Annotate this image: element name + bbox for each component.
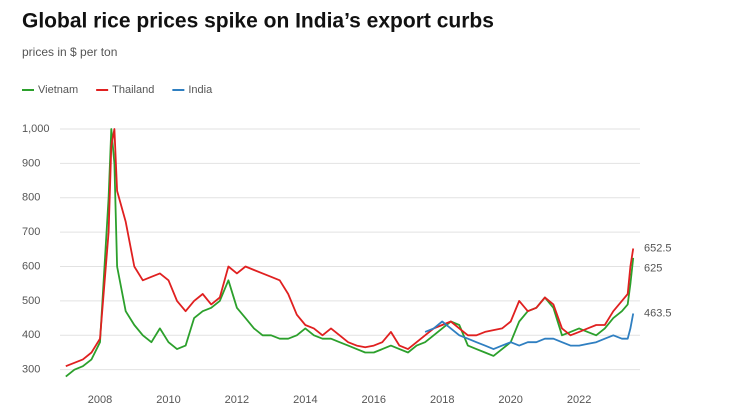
end-label: 625 (644, 262, 662, 274)
x-tick-label: 2022 (567, 394, 591, 406)
y-tick-label: 600 (22, 260, 40, 272)
x-tick-label: 2020 (498, 394, 522, 406)
y-tick-label: 300 (22, 364, 40, 376)
y-tick-label: 700 (22, 226, 40, 238)
end-label: 463.5 (644, 307, 672, 319)
x-tick-label: 2018 (430, 394, 454, 406)
y-tick-label: 500 (22, 295, 40, 307)
x-tick-label: 2008 (88, 394, 112, 406)
legend-label: Thailand (112, 84, 154, 96)
y-tick-label: 400 (22, 329, 40, 341)
y-tick-label: 800 (22, 192, 40, 204)
x-tick-label: 2014 (293, 394, 317, 406)
x-tick-label: 2010 (156, 394, 180, 406)
chart-subtitle: prices in $ per ton (22, 45, 117, 59)
y-tick-label: 900 (22, 157, 40, 169)
chart-title: Global rice prices spike on India’s expo… (22, 10, 494, 33)
y-tick-label: 1,000 (22, 123, 50, 135)
legend-label: India (188, 84, 213, 96)
legend-label: Vietnam (38, 84, 78, 96)
x-tick-label: 2016 (362, 394, 386, 406)
line-series (424, 313, 635, 350)
end-label: 652.5 (644, 242, 672, 254)
line-series (65, 128, 635, 368)
x-tick-label: 2012 (225, 394, 249, 406)
